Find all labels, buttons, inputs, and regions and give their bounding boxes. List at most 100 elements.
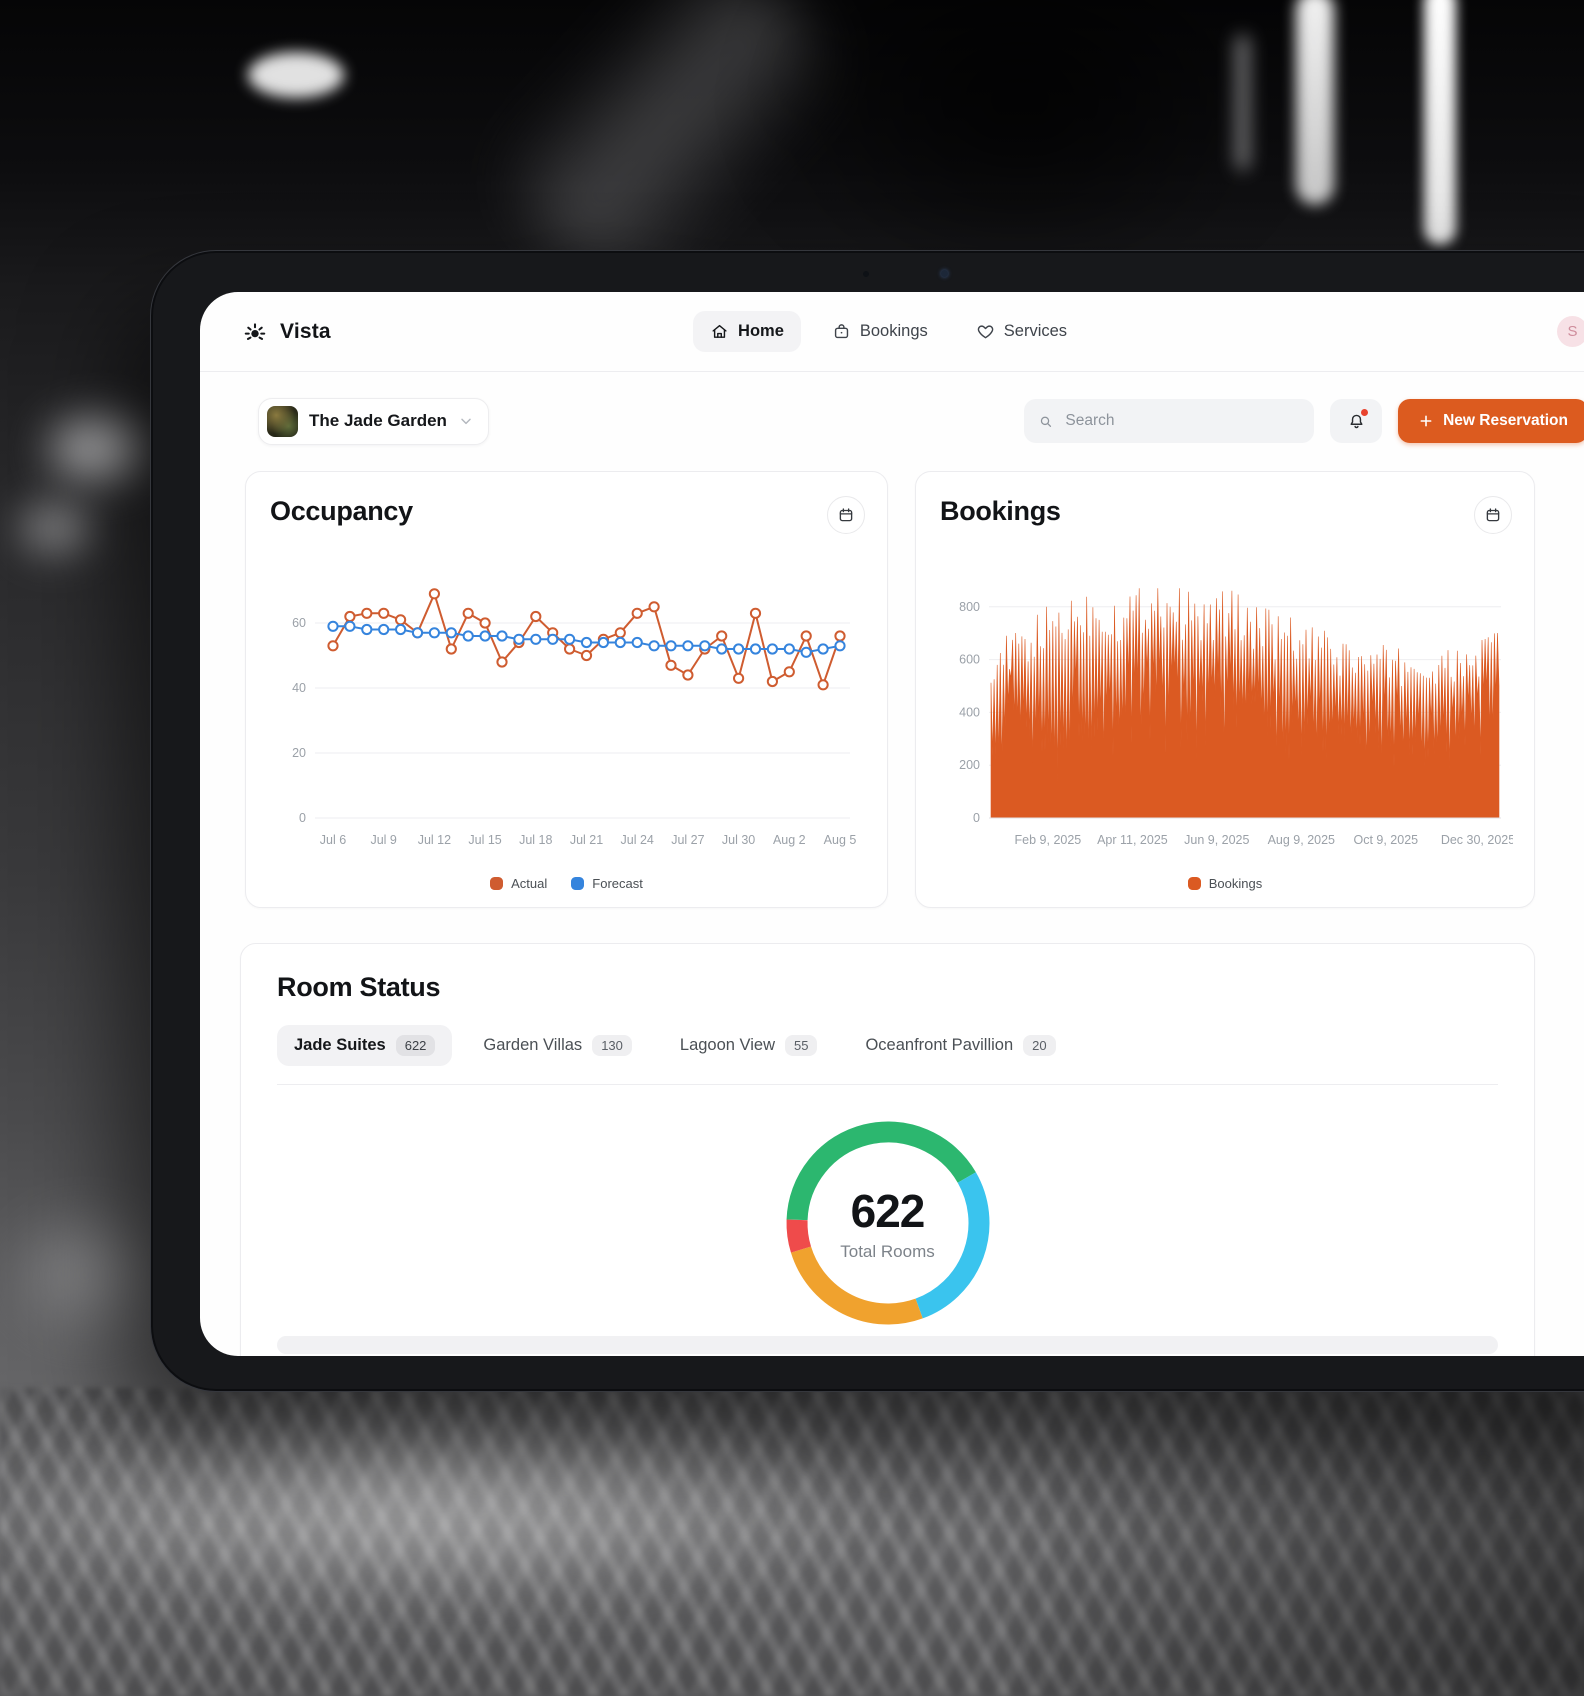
svg-text:Apr 11, 2025: Apr 11, 2025 [1097,833,1168,847]
brand: Vista [242,319,331,345]
camera-lens [941,270,948,277]
bookings-title: Bookings [940,496,1061,526]
avatar-initial: S [1567,323,1578,340]
bookings-area-chart: 0 200 400 600 800 Feb 9, 2025 Apr 11, 2025 Jun … [959,588,1513,847]
tab-count-badge: 20 [1023,1035,1056,1056]
svg-text:Aug 9, 2025: Aug 9, 2025 [1268,833,1335,847]
tab-count-badge: 55 [785,1035,818,1056]
donut-center: 622 Total Rooms [776,1111,1000,1335]
tab-count-badge: 622 [395,1035,436,1056]
legend-item-bookings: Bookings [1187,876,1263,891]
legend-item-forecast: Forecast [571,876,643,891]
occupancy-card-header: Occupancy [246,472,887,534]
new-reservation-label: New Reservation [1443,412,1568,429]
app-screen: Vista Home Bookings [200,292,1584,1356]
next-section-peek [277,1336,1498,1354]
plus-icon [1420,415,1432,427]
chart-cards-row: Occupancy 0 20 40 60 Jul 6 Jul 9 Jul 12 Jul 15 J… [200,444,1584,908]
svg-text:Jul 18: Jul 18 [519,833,552,847]
property-thumbnail [267,405,298,437]
legend-label: Bookings [1208,876,1263,891]
brand-name: Vista [280,319,331,343]
background-light-bar [1236,35,1249,170]
nav-tab-home[interactable]: Home [693,311,801,352]
svg-text:800: 800 [959,600,980,614]
search-icon [1040,416,1052,427]
top-navbar: Vista Home Bookings [200,292,1584,372]
background-floor-shadow [1020,1380,1584,1696]
legend-swatch-actual [490,877,504,890]
nav-tab-services[interactable]: Services [959,311,1084,352]
tab-label: Garden Villas [483,1036,583,1054]
svg-text:Jul 15: Jul 15 [468,833,501,847]
bookings-legend: Bookings [916,874,1534,907]
svg-text:Jul 24: Jul 24 [621,833,654,847]
search-input[interactable] [1063,411,1301,431]
occupancy-line-chart: 0 20 40 60 Jul 6 Jul 9 Jul 12 Jul 15 Jul 18 Jul 2… [292,588,857,847]
tab-count-badge: 130 [592,1035,632,1056]
svg-text:0: 0 [299,811,306,825]
notification-badge [1360,408,1370,417]
background-light-bar [1296,0,1334,205]
svg-text:60: 60 [292,616,306,630]
sun-logo-icon [244,322,266,340]
svg-text:Jul 6: Jul 6 [320,833,346,847]
svg-text:Jun 9, 2025: Jun 9, 2025 [1184,833,1249,847]
tab-garden-villas[interactable]: Garden Villas 130 [466,1025,648,1066]
svg-text:400: 400 [959,705,980,719]
tab-jade-suites[interactable]: Jade Suites 622 [277,1025,453,1066]
svg-text:600: 600 [959,653,980,667]
svg-text:Oct 9, 2025: Oct 9, 2025 [1353,833,1418,847]
svg-text:Jul 30: Jul 30 [722,833,755,847]
calendar-icon [1486,508,1500,522]
svg-text:Jul 9: Jul 9 [370,833,396,847]
bookings-chart: 0 200 400 600 800 Feb 9, 2025 Apr 11, 2025 Jun … [916,534,1534,874]
chevron-down-icon [461,418,471,425]
svg-text:Dec 30, 2025: Dec 30, 2025 [1441,833,1513,847]
home-icon [712,324,727,338]
background-ceiling-light [248,52,344,98]
svg-text:40: 40 [292,681,306,695]
background-light-bar [1424,0,1456,245]
user-avatar[interactable]: S [1557,316,1584,347]
svg-text:Aug 5: Aug 5 [824,833,857,847]
svg-text:20: 20 [292,746,306,760]
bookings-calendar-button[interactable] [1474,496,1512,534]
legend-swatch-forecast [571,877,585,890]
new-reservation-button[interactable]: New Reservation [1398,399,1584,443]
background-glow [30,1230,140,1320]
property-selector[interactable]: The Jade Garden [258,397,489,445]
svg-text:Jul 12: Jul 12 [418,833,451,847]
tab-lagoon-view[interactable]: Lagoon View 55 [663,1025,835,1066]
occupancy-calendar-button[interactable] [827,496,865,534]
background-dark-figure [760,0,1280,280]
tabs-divider [277,1084,1498,1085]
svg-text:200: 200 [959,758,980,772]
nav-tab-label: Bookings [859,322,928,340]
occupancy-legend: Actual Forecast [246,874,887,907]
briefcase-icon [834,324,849,339]
svg-text:Aug 2: Aug 2 [773,833,806,847]
bookings-card-header: Bookings [916,472,1534,534]
occupancy-chart: 0 20 40 60 Jul 6 Jul 9 Jul 12 Jul 15 Jul 18 Jul 2… [246,534,887,874]
toolbar: The Jade Garden [258,397,1584,445]
search-box [1024,399,1315,443]
svg-text:0: 0 [973,811,980,825]
svg-text:Jul 21: Jul 21 [570,833,603,847]
nav-tab-label: Home [738,322,784,340]
nav-tabs: Home Bookings Services [693,311,1084,352]
total-rooms-label: Total Rooms [840,1242,935,1261]
nav-tab-bookings[interactable]: Bookings [815,311,945,352]
nav-tab-label: Services [1003,322,1068,340]
donut-chart [786,1121,989,1325]
tab-oceanfront-pavillion[interactable]: Oceanfront Pavillion 20 [848,1025,1072,1066]
background-floor-highlight [0,1400,920,1610]
legend-swatch-bookings [1187,877,1201,890]
svg-text:Jul 27: Jul 27 [671,833,704,847]
donut-zone: 622 Total Rooms [277,1111,1498,1335]
tab-label: Oceanfront Pavillion [865,1036,1014,1054]
notifications-button[interactable] [1330,399,1383,443]
svg-text:Feb 9, 2025: Feb 9, 2025 [1015,833,1082,847]
total-rooms-donut: 622 Total Rooms [776,1111,1000,1335]
